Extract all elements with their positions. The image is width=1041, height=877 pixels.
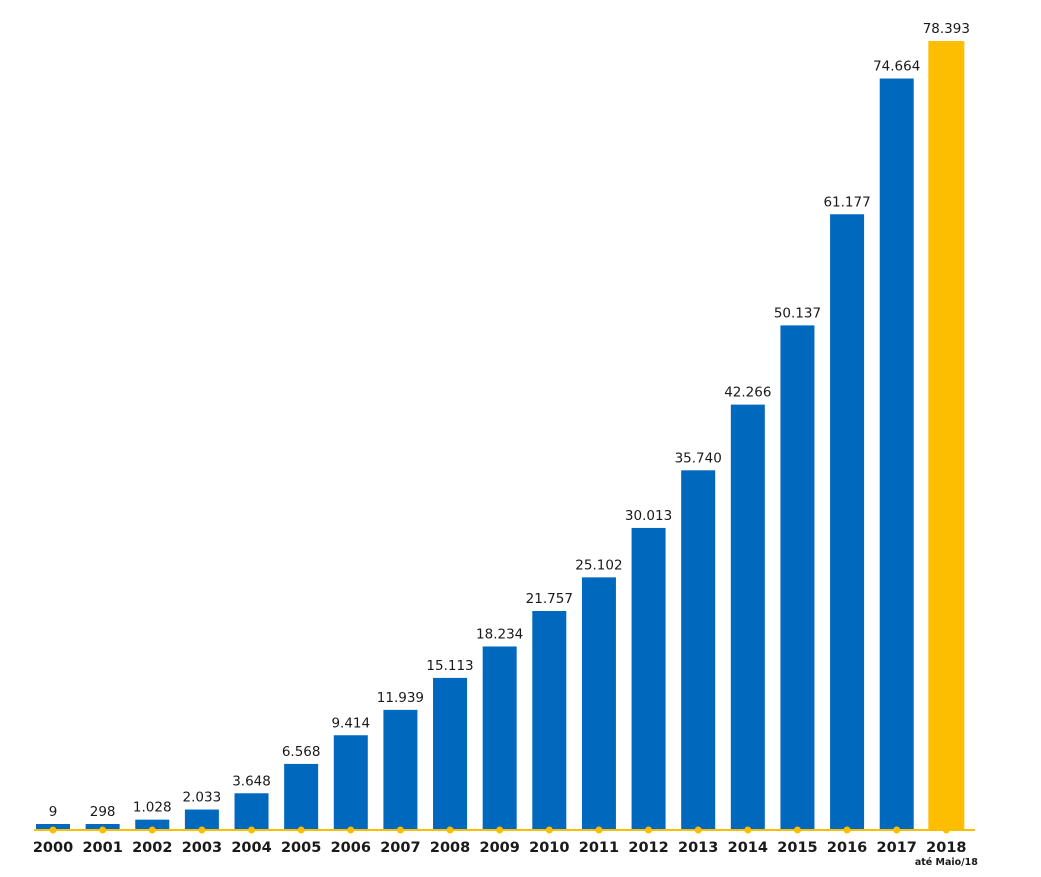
x-tick-label-2003: 2003 xyxy=(182,840,222,856)
value-label-2015: 50.137 xyxy=(774,305,821,321)
axis-dot-2006 xyxy=(347,826,355,834)
x-tick-note-2018: até Maio/18 xyxy=(915,857,978,868)
axis-dot-2012 xyxy=(645,826,653,834)
x-tick-label-2007: 2007 xyxy=(380,840,420,856)
axis-dot-2007 xyxy=(396,826,404,834)
value-label-2002: 1.028 xyxy=(133,800,172,816)
bar-2005 xyxy=(284,763,319,830)
bars-layer xyxy=(36,41,965,830)
value-label-2003: 2.033 xyxy=(183,790,222,806)
x-tick-label-2015: 2015 xyxy=(777,840,817,856)
bar-2011 xyxy=(581,577,616,830)
bar-2014 xyxy=(730,404,765,830)
axis-dot-2000 xyxy=(49,826,57,834)
x-tick-label-2017: 2017 xyxy=(877,840,917,856)
x-tick-label-2011: 2011 xyxy=(579,840,619,856)
value-label-2001: 298 xyxy=(90,804,116,820)
axis-dot-2013 xyxy=(694,826,702,834)
value-label-2005: 6.568 xyxy=(282,744,321,760)
value-label-2012: 30.013 xyxy=(625,508,672,524)
axis-dot-2002 xyxy=(148,826,156,834)
x-tick-label-2016: 2016 xyxy=(827,840,867,856)
bar-2004 xyxy=(234,793,269,830)
x-tick-label-2002: 2002 xyxy=(132,840,172,856)
x-tick-label-2013: 2013 xyxy=(678,840,718,856)
value-label-2009: 18.234 xyxy=(476,626,523,642)
axis-dot-2004 xyxy=(248,826,256,834)
labels-layer: 9 2000 298 2001 1.028 2002 2.033 2003 3.648 2004 6… xyxy=(33,21,978,868)
value-label-2018: 78.393 xyxy=(923,21,970,37)
value-label-2010: 21.757 xyxy=(526,591,573,607)
bar-2016 xyxy=(830,214,865,830)
axis-dot-2005 xyxy=(297,826,305,834)
value-label-2016: 61.177 xyxy=(823,194,870,210)
bar-2006 xyxy=(333,735,368,830)
bar-2018 xyxy=(928,41,965,830)
value-label-2008: 15.113 xyxy=(426,658,473,674)
x-tick-label-2000: 2000 xyxy=(33,840,73,856)
x-tick-label-2018: 2018 xyxy=(926,840,966,856)
axis-dot-2009 xyxy=(496,826,504,834)
bar-2013 xyxy=(681,470,716,830)
value-label-2000: 9 xyxy=(49,804,58,820)
bar-2002 xyxy=(135,819,170,830)
x-tick-label-2001: 2001 xyxy=(82,840,122,856)
value-label-2017: 74.664 xyxy=(873,59,920,75)
axis-dot-2017 xyxy=(893,826,901,834)
axis-dot-2011 xyxy=(595,826,603,834)
axis-dot-2003 xyxy=(198,826,206,834)
x-tick-label-2006: 2006 xyxy=(331,840,371,856)
x-axis xyxy=(34,826,975,834)
bar-2009 xyxy=(482,646,517,830)
bar-2007 xyxy=(383,709,418,830)
axis-dot-2018 xyxy=(942,826,950,834)
value-label-2004: 3.648 xyxy=(232,773,271,789)
bar-2015 xyxy=(780,325,815,830)
value-label-2006: 9.414 xyxy=(331,715,370,731)
x-tick-label-2008: 2008 xyxy=(430,840,470,856)
axis-dot-2008 xyxy=(446,826,454,834)
axis-dot-2010 xyxy=(545,826,553,834)
value-label-2014: 42.266 xyxy=(724,385,771,401)
value-label-2011: 25.102 xyxy=(575,557,622,573)
bar-2010 xyxy=(532,611,567,830)
x-tick-label-2012: 2012 xyxy=(628,840,668,856)
x-tick-label-2010: 2010 xyxy=(529,840,569,856)
axis-dot-2001 xyxy=(99,826,107,834)
axis-dot-2015 xyxy=(793,826,801,834)
bar-2008 xyxy=(433,677,468,830)
bar-2012 xyxy=(631,527,666,830)
bar-2003 xyxy=(184,809,219,830)
value-label-2007: 11.939 xyxy=(377,690,424,706)
x-tick-label-2014: 2014 xyxy=(728,840,768,856)
axis-dot-2016 xyxy=(843,826,851,834)
bar-2017 xyxy=(879,78,914,830)
x-tick-label-2004: 2004 xyxy=(231,840,271,856)
x-tick-label-2005: 2005 xyxy=(281,840,321,856)
x-tick-label-2009: 2009 xyxy=(479,840,519,856)
value-label-2013: 35.740 xyxy=(675,450,722,466)
axis-dot-2014 xyxy=(744,826,752,834)
